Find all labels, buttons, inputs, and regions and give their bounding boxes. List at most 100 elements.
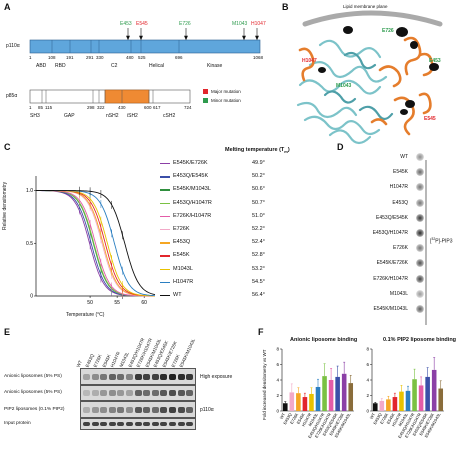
e-band <box>186 373 194 380</box>
e-band <box>126 422 133 426</box>
f-category-label: WT <box>369 412 377 420</box>
c-y-tick-label: 0.5 <box>26 241 33 247</box>
c-legend-tm: 56.4° <box>252 291 265 298</box>
e-band <box>134 406 142 413</box>
c-legend-item: E453Q/E545K 50.2° <box>160 173 320 186</box>
p110-bar <box>29 39 261 54</box>
f-category-label: E726K/H1047R <box>404 412 422 439</box>
legend-major-swatch <box>203 89 208 94</box>
c-legend-item: M1043L 53.2° <box>160 266 320 279</box>
c-legend-item: E545K/M1043L 50.6° <box>160 186 320 199</box>
melt-header: Melting temperature (Tm) <box>225 147 290 155</box>
c-series-line <box>36 190 156 296</box>
f-bar <box>431 369 437 411</box>
d-row-label: E453Q <box>392 199 408 206</box>
d-row: E545K/M1043L <box>350 304 470 319</box>
f-y-tick-label: 2 <box>366 393 369 398</box>
d-spot <box>416 244 424 253</box>
c-legend-label: E545K/M1043L <box>173 186 211 193</box>
f-bar <box>315 386 321 411</box>
f-y-tick-label: 2 <box>276 393 279 398</box>
c-legend-tm: 50.2° <box>252 173 265 180</box>
e-band <box>151 390 159 396</box>
e-band <box>186 390 194 396</box>
c-series-line <box>36 190 155 297</box>
p85-pos: 115 <box>45 105 53 110</box>
f-category-label: E453Q <box>372 412 383 425</box>
p85-pos: 298 <box>87 105 95 110</box>
e-band <box>91 406 99 413</box>
e-band <box>160 406 168 413</box>
p85-domain-gap: GAP <box>64 113 75 119</box>
c-legend-swatch <box>160 163 170 165</box>
p110-domain-abd: ABD <box>36 63 47 69</box>
f-category-label: WT <box>279 412 287 420</box>
f-bar <box>341 373 347 411</box>
p85-pos: 724 <box>184 105 192 110</box>
e-band <box>108 390 116 396</box>
panel-label-d: D <box>337 142 344 152</box>
c-legend-swatch <box>160 294 170 297</box>
e-band <box>126 406 133 413</box>
f-bar <box>289 392 295 411</box>
p110-pos: 191 <box>66 55 74 60</box>
f-category-label: H1047R <box>301 412 313 427</box>
f-bar <box>386 399 391 411</box>
mut-label-e726: E726 <box>179 21 191 27</box>
f-title-1: Anionic liposome binding <box>290 337 358 343</box>
e-band <box>117 390 125 396</box>
c-x-tick-label: 60 <box>141 300 147 306</box>
f-bar <box>335 376 340 411</box>
e-band <box>100 406 108 413</box>
c-legend-tm: 54.5° <box>252 278 265 285</box>
f-category-label: H1047R <box>391 412 403 427</box>
c-legend-swatch <box>160 228 170 231</box>
e-band <box>100 373 108 380</box>
d-row-label: M1043L <box>389 290 408 297</box>
membrane-arc <box>302 10 443 27</box>
d-row-label: E545K/M1043L <box>373 305 408 312</box>
e-row-right-label: p110α <box>200 406 214 413</box>
p85-pos: 1 <box>29 105 32 110</box>
c-legend-swatch <box>160 176 170 178</box>
p85-pos: 430 <box>118 105 126 110</box>
f-y-tick-label: 0 <box>276 409 279 414</box>
c-series-line <box>35 190 155 297</box>
e-lane-label: E545K/M1043L <box>178 337 197 368</box>
p110-pos: 291 <box>86 55 94 60</box>
c-legend-item: H1047R 54.5° <box>160 279 320 292</box>
f-bar <box>322 376 327 411</box>
e-gel-strip <box>80 418 196 430</box>
e-band <box>108 406 116 413</box>
f-category-label: M1043L <box>397 411 409 427</box>
e-band <box>169 373 176 380</box>
e-band <box>100 390 108 396</box>
c-xlabel: Temperature (°C) <box>66 312 105 318</box>
c-legend-tm: 49.9° <box>252 160 265 166</box>
d-row: M1043L <box>350 289 470 304</box>
c-y-tick-label: 1.0 <box>26 188 33 194</box>
c-legend-tm: 51.0° <box>252 212 265 219</box>
p110-pos: 1068 <box>253 55 264 60</box>
p110-domain-helical: Helical <box>149 63 165 69</box>
f-bar <box>392 397 398 411</box>
p110-domain-c2: C2 <box>111 63 118 69</box>
c-legend-label: E453Q/E545K <box>173 173 209 180</box>
d-row: E726K/H1047R <box>350 274 470 289</box>
d-row: E545K <box>350 167 470 182</box>
c-legend-label: E545K/E726K <box>173 160 208 166</box>
e-band <box>91 390 99 396</box>
c-legend-item: E545K 52.8° <box>160 252 320 265</box>
c-legend-swatch <box>160 281 170 284</box>
membrane-title: Lipid membrane plane <box>343 4 388 9</box>
f-bar <box>379 400 385 411</box>
f-y-tick-label: 4 <box>366 378 369 383</box>
e-band <box>83 373 90 380</box>
struct-label-e726: E726 <box>382 28 394 34</box>
e-band <box>169 406 176 413</box>
d-row: H1047R <box>350 182 470 197</box>
p85-pos: 322 <box>97 105 105 110</box>
c-ylabel: Relative densitometry <box>2 181 8 230</box>
d-spot <box>416 183 424 192</box>
f-bar <box>309 393 314 411</box>
